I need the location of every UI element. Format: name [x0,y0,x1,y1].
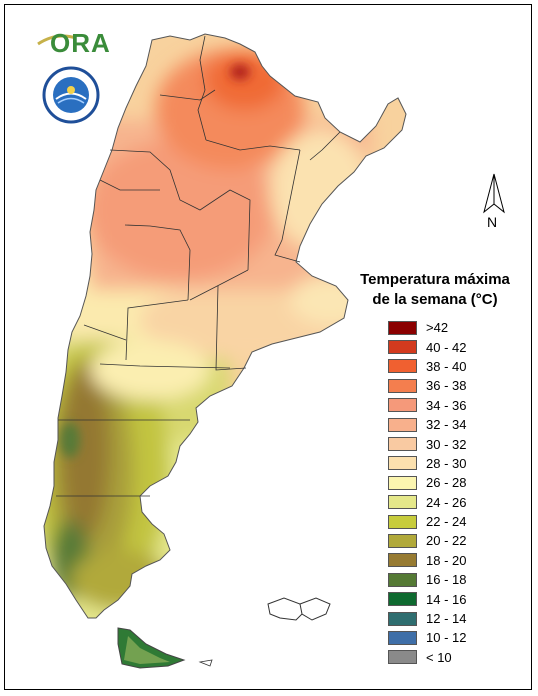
legend-label: < 10 [426,649,452,665]
legend-label: 20 - 22 [426,533,467,549]
legend-swatch [388,553,417,568]
legend-item: 12 - 14 [388,609,528,628]
legend-label: 16 - 18 [426,572,467,588]
legend-item: 14 - 16 [388,589,528,608]
legend-swatch [388,475,417,490]
north-label: N [487,214,498,230]
legend-label: 38 - 40 [426,358,467,374]
legend-title-line1: Temperatura máxima [360,271,510,288]
legend-swatch [388,650,417,665]
ora-logo-icon [37,34,77,46]
legend-swatch [388,630,417,645]
legend-item: 28 - 30 [388,454,528,473]
legend-swatch [388,495,417,510]
ora-logo-text: ORA [50,28,111,58]
north-arrow-icon [483,173,505,214]
legend-label: 14 - 16 [426,591,467,607]
legend-swatch [388,417,417,432]
legend-item: 18 - 20 [388,551,528,570]
legend-label: 32 - 34 [426,417,467,433]
legend-label: 12 - 14 [426,611,467,627]
tierra-del-fuego [117,627,186,669]
legend-label: 30 - 32 [426,436,467,452]
legend-item: 10 - 12 [388,628,528,647]
legend-label: 18 - 20 [426,552,467,568]
malvinas-islands [267,597,331,621]
legend-swatch [388,572,417,587]
legend: >42 40 - 42 38 - 40 36 - 38 34 - 36 32 - 34 30… [388,318,528,667]
legend-item: >42 [388,318,528,337]
legend-item: < 10 [388,648,528,667]
legend-item: 22 - 24 [388,512,528,531]
institution-seal-icon [42,66,100,124]
legend-item: 24 - 26 [388,493,528,512]
legend-swatch [388,592,417,607]
legend-swatch [388,320,417,335]
legend-item: 20 - 22 [388,531,528,550]
legend-item: 36 - 38 [388,376,528,395]
legend-label: 26 - 28 [426,475,467,491]
legend-swatch [388,398,417,413]
legend-swatch [388,456,417,471]
legend-label: 22 - 24 [426,514,467,530]
legend-title-line2: de la semana (°C) [372,291,498,308]
legend-item: 16 - 18 [388,570,528,589]
legend-label: 34 - 36 [426,397,467,413]
legend-label: 10 - 12 [426,630,467,646]
legend-swatch [388,533,417,548]
legend-swatch [388,359,417,374]
legend-item: 30 - 32 [388,434,528,453]
legend-swatch [388,378,417,393]
legend-item: 38 - 40 [388,357,528,376]
legend-label: 28 - 30 [426,455,467,471]
legend-item: 26 - 28 [388,473,528,492]
legend-item: 40 - 42 [388,337,528,356]
legend-title: Temperatura máxima de la semana (°C) [340,270,530,310]
legend-label: >42 [426,320,449,336]
legend-item: 32 - 34 [388,415,528,434]
legend-label: 36 - 38 [426,378,467,394]
legend-label: 24 - 26 [426,494,467,510]
legend-swatch [388,340,417,355]
legend-swatch [388,514,417,529]
legend-swatch [388,437,417,452]
legend-swatch [388,611,417,626]
legend-label: 40 - 42 [426,339,467,355]
legend-item: 34 - 36 [388,396,528,415]
